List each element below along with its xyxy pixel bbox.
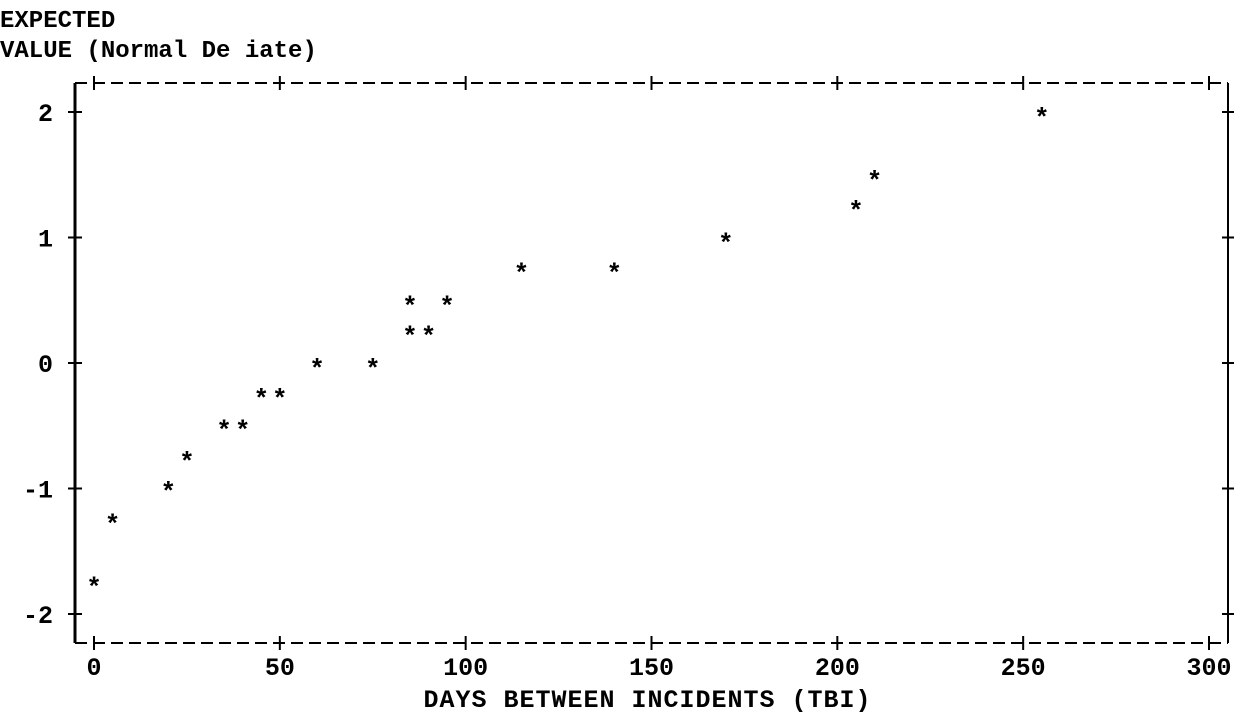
data-points: ***** ** ** ** ** ** ***** bbox=[86, 104, 1049, 603]
data-point: * bbox=[607, 260, 623, 290]
data-point: * bbox=[309, 355, 325, 385]
data-point: * bbox=[253, 385, 269, 415]
plot-frame bbox=[73, 82, 1229, 644]
x-tick-label: 0 bbox=[86, 654, 101, 683]
data-point: * bbox=[867, 167, 883, 197]
x-axis-label: DAYS BETWEEN INCIDENTS (TBI) bbox=[423, 686, 872, 715]
data-point: * bbox=[848, 197, 864, 227]
data-point: * bbox=[402, 292, 418, 322]
data-point: * bbox=[718, 230, 734, 260]
y-tick-label: -1 bbox=[23, 477, 53, 506]
y-axis-label-line1: EXPECTED bbox=[0, 8, 116, 35]
data-point: * bbox=[105, 511, 121, 541]
x-axis-ticks: 0 50 100 150 200 250 300 bbox=[86, 76, 1232, 683]
y-tick-label: -2 bbox=[23, 602, 53, 631]
data-point: * bbox=[216, 416, 232, 446]
data-point: * bbox=[365, 355, 381, 385]
y-tick-label: 2 bbox=[38, 100, 53, 129]
x-tick-label: 250 bbox=[1001, 654, 1046, 683]
data-point: * bbox=[235, 416, 251, 446]
x-tick-label: 150 bbox=[629, 654, 674, 683]
data-point: * bbox=[514, 260, 530, 290]
data-point: * bbox=[179, 448, 195, 478]
x-tick-label: 200 bbox=[815, 654, 860, 683]
y-axis-label-line2: VALUE (Normal De iate) bbox=[0, 38, 317, 65]
data-point: * bbox=[1034, 104, 1050, 134]
y-tick-label: 1 bbox=[38, 226, 53, 255]
data-point: * bbox=[86, 573, 102, 603]
data-point: * bbox=[402, 322, 418, 352]
x-tick-label: 50 bbox=[265, 654, 295, 683]
data-point: * bbox=[421, 322, 437, 352]
y-axis-ticks: 2 1 0 -1 -2 bbox=[23, 100, 1234, 631]
data-point: * bbox=[439, 292, 455, 322]
x-tick-label: 300 bbox=[1186, 654, 1231, 683]
y-tick-label: 0 bbox=[38, 351, 53, 380]
data-point: * bbox=[161, 478, 177, 508]
x-tick-label: 100 bbox=[443, 654, 488, 683]
data-point: * bbox=[272, 385, 288, 415]
